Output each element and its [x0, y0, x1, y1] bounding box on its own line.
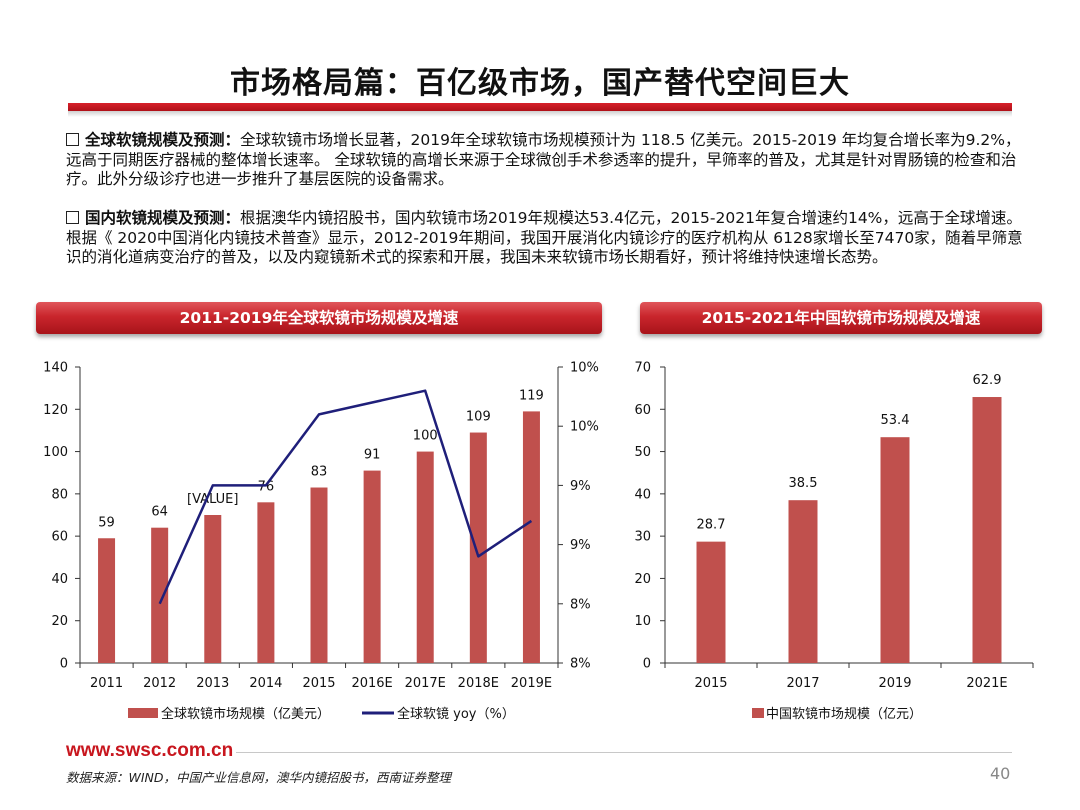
bar-data-label: 59	[98, 515, 115, 530]
paragraph-lead: 国内软镜规模及预测：	[85, 209, 241, 227]
bar	[522, 411, 540, 663]
bar	[151, 527, 169, 663]
y2-tick-label: 10%	[570, 420, 599, 435]
china-bar	[696, 541, 726, 663]
y-tick-label: 40	[51, 572, 68, 587]
china-bar	[880, 437, 910, 663]
bar-data-label: 109	[466, 410, 491, 425]
china-bar-data-label: 28.7	[697, 518, 726, 533]
y2-tick-label: 8%	[570, 657, 591, 672]
y-tick-label: 80	[51, 487, 68, 502]
yoy-line	[158, 389, 533, 605]
x-tick-label: 2012	[143, 676, 176, 691]
bar	[363, 470, 381, 663]
x-tick-label: 2018E	[458, 676, 499, 691]
footer-divider	[236, 752, 1012, 753]
y2-tick-label: 9%	[570, 538, 591, 553]
y2-tick-label: 10%	[570, 361, 599, 376]
china-y-tick-label: 20	[634, 572, 651, 587]
china-y-tick-label: 60	[634, 403, 651, 418]
x-tick-label: 2014	[249, 676, 282, 691]
y2-tick-label: 8%	[570, 597, 591, 612]
y-tick-label: 140	[43, 361, 68, 376]
x-tick-label: 2015	[302, 676, 335, 691]
checkbox-bullet-icon	[66, 133, 79, 146]
bar	[416, 451, 434, 663]
y-tick-label: 0	[60, 657, 68, 672]
china-y-tick-label: 0	[643, 657, 651, 672]
x-tick-label: 2016E	[351, 676, 392, 691]
china-bar-data-label: 38.5	[789, 476, 818, 491]
y-tick-label: 60	[51, 530, 68, 545]
paragraph-lead: 全球软镜规模及预测：	[85, 131, 241, 149]
title-underline-shadow	[68, 111, 1012, 117]
bar	[204, 515, 222, 663]
china-x-tick-label: 2021E	[966, 676, 1007, 691]
bar	[469, 432, 487, 663]
x-tick-label: 2017E	[405, 676, 446, 691]
china-x-tick-label: 2017	[786, 676, 819, 691]
paragraph-domestic: 国内软镜规模及预测：根据澳华内镜招股书，国内软镜市场2019年规模达53.4亿元…	[66, 209, 1026, 268]
y2-tick-label: 9%	[570, 479, 591, 494]
x-tick-label: 2019E	[511, 676, 552, 691]
y-tick-label: 120	[43, 403, 68, 418]
bar-data-label: 76	[258, 479, 275, 494]
china-bar-data-label: 62.9	[973, 373, 1002, 388]
bar-data-label: 64	[151, 505, 168, 520]
legend-bar-label: 全球软镜市场规模（亿美元）	[161, 706, 330, 722]
chart-header-global: 2011-2019年全球软镜市场规模及增速	[36, 302, 602, 334]
footer-url-link[interactable]: www.swsc.com.cn	[66, 740, 234, 761]
china-x-tick-label: 2019	[878, 676, 911, 691]
paragraph-body: 根据澳华内镜招股书，国内软镜市场2019年规模达53.4亿元，2015-2021…	[66, 209, 1023, 266]
bar-data-label: 91	[364, 448, 381, 463]
footer-source: 数据来源：WIND，中国产业信息网，澳华内镜招股书，西南证券整理	[66, 770, 452, 785]
y-tick-label: 20	[51, 614, 68, 629]
bar-data-label: 83	[311, 465, 328, 480]
bar	[98, 538, 116, 663]
bar-data-label: [VALUE]	[187, 492, 238, 507]
chart-header-china: 2015-2021年中国软镜市场规模及增速	[640, 302, 1042, 334]
china-y-tick-label: 50	[634, 445, 651, 460]
china-legend-label: 中国软镜市场规模（亿元）	[766, 706, 922, 722]
china-x-tick-label: 2015	[694, 676, 727, 691]
paragraph-global: 全球软镜规模及预测：全球软镜市场增长显著，2019年全球软镜市场规模预计为 11…	[66, 131, 1026, 190]
x-tick-label: 2013	[196, 676, 229, 691]
paragraph-body: 全球软镜市场增长显著，2019年全球软镜市场规模预计为 118.5 亿美元。20…	[66, 131, 1021, 188]
bar-data-label: 100	[413, 429, 438, 444]
title-underline	[68, 103, 1012, 111]
china-y-tick-label: 30	[634, 530, 651, 545]
page-title: 市场格局篇：百亿级市场，国产替代空间巨大	[230, 66, 850, 101]
bar	[310, 487, 328, 663]
china-y-tick-label: 70	[634, 361, 651, 376]
china-bar-data-label: 53.4	[881, 413, 910, 428]
page-number: 40	[990, 764, 1011, 783]
china-legend-swatch	[752, 708, 764, 718]
x-tick-label: 2011	[90, 676, 123, 691]
china-y-tick-label: 10	[634, 614, 651, 629]
legend-line-label: 全球软镜 yoy（%）	[397, 706, 515, 722]
checkbox-bullet-icon	[66, 211, 79, 224]
china-bar	[788, 500, 818, 663]
y-tick-label: 100	[43, 445, 68, 460]
bar-data-label: 119	[519, 388, 544, 403]
china-y-tick-label: 40	[634, 487, 651, 502]
legend-bar-swatch	[128, 708, 158, 718]
bar	[257, 502, 275, 663]
china-bar	[972, 397, 1002, 663]
